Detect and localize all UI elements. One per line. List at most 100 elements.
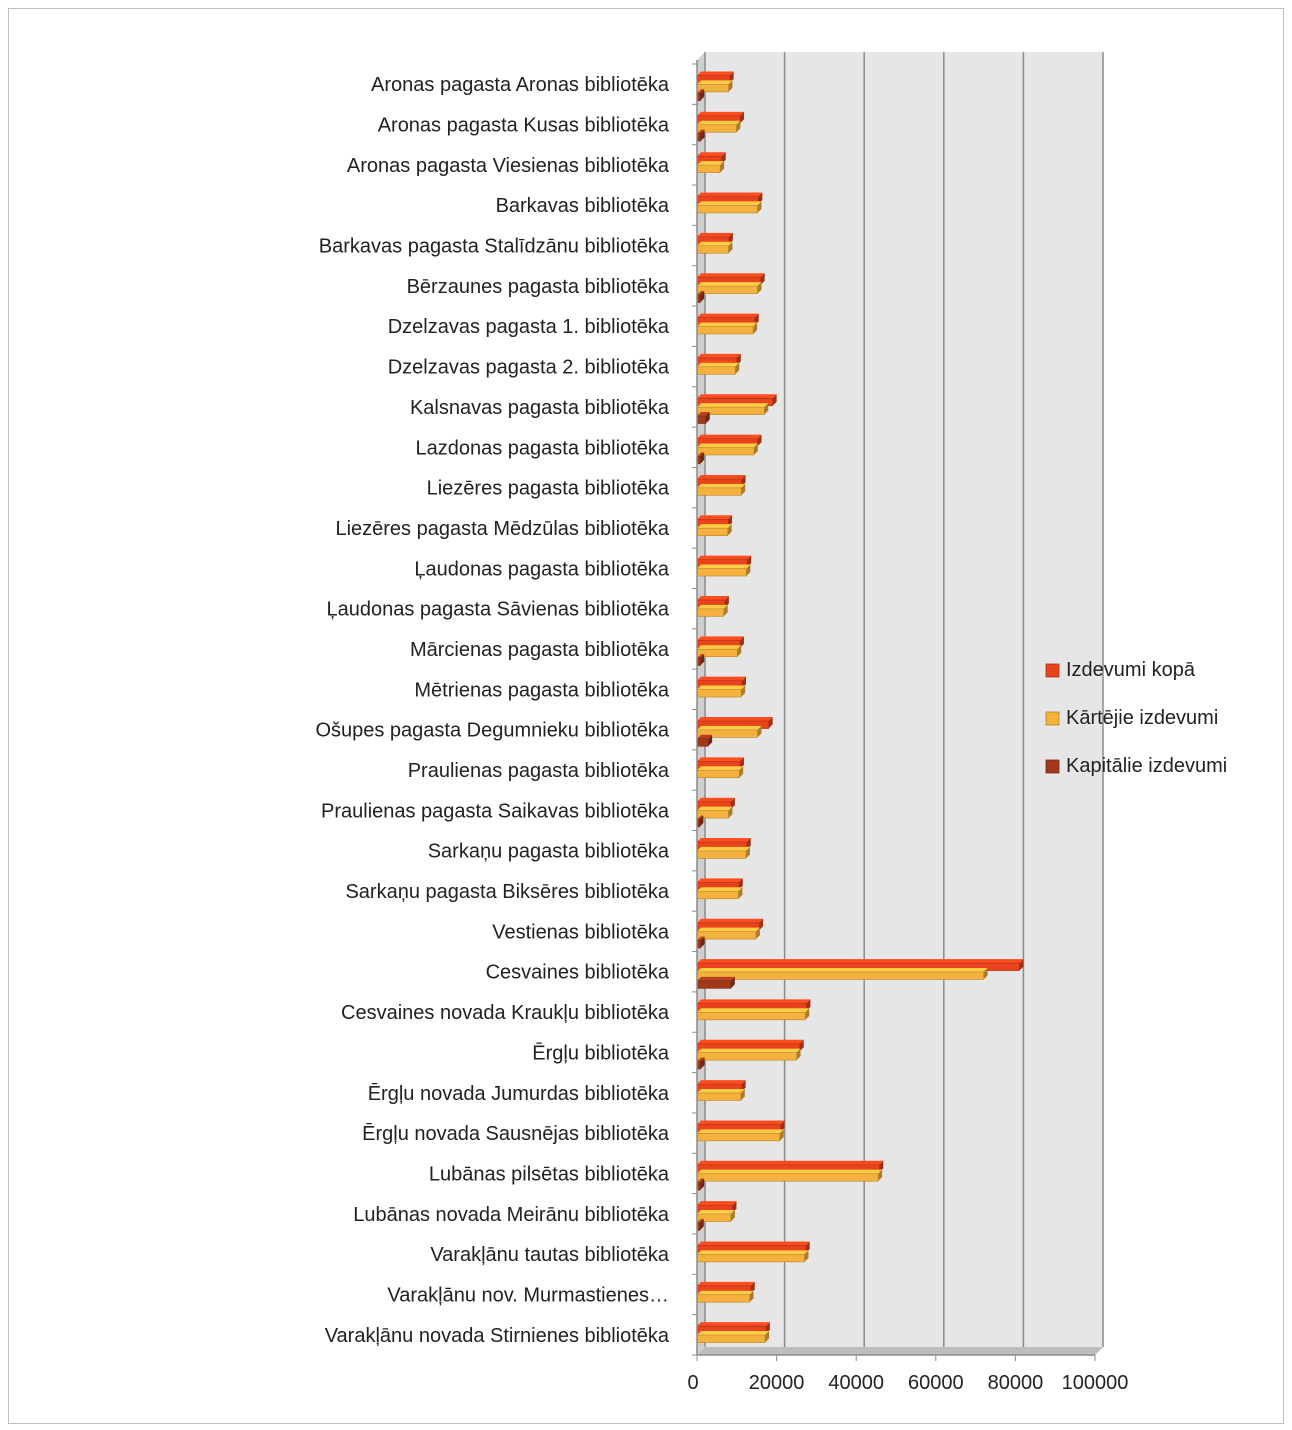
bar-top-face: [697, 483, 746, 488]
bar-top-face: [697, 1129, 784, 1134]
bar-end-face: [983, 967, 988, 980]
bar-front-face: [696, 1334, 766, 1343]
bar-top-face: [697, 1290, 754, 1295]
bar-front-face: [696, 1173, 879, 1182]
bar-end-face: [805, 1008, 810, 1020]
bar-end-face: [765, 1331, 770, 1343]
bar: [696, 322, 758, 335]
bar-top-face: [697, 936, 705, 941]
bar-top-face: [697, 1088, 745, 1093]
legend-label: Kapitālie izdevumi: [1066, 755, 1227, 777]
bar-top-face: [697, 887, 743, 892]
bar-top-face: [697, 766, 744, 771]
bar-front-face: [696, 931, 757, 940]
bar-end-face: [720, 161, 725, 173]
bar-top-face: [697, 717, 773, 722]
bar-front-face: [696, 1052, 797, 1061]
bar-end-face: [755, 927, 760, 940]
bar-end-face: [758, 192, 763, 205]
bar: [696, 474, 746, 487]
bar-front-face: [696, 1012, 806, 1021]
bar-top-face: [697, 322, 758, 327]
bar-front-face: [696, 527, 728, 536]
bar-end-face: [700, 129, 705, 142]
bar-end-face: [757, 725, 762, 738]
bar-front-face: [696, 164, 721, 173]
bar-top-face: [697, 1250, 809, 1255]
bar-end-face: [760, 273, 765, 285]
category-label: Mārcienas pagasta bibliotēka: [410, 639, 670, 661]
bar-end-face: [806, 999, 811, 1011]
bar-end-face: [700, 452, 705, 464]
category-label: Varakļānu nov. Murmastienes…: [387, 1284, 669, 1306]
bar-top-face: [697, 241, 733, 246]
bar-top-face: [697, 918, 764, 923]
legend-swatch: [1045, 711, 1060, 726]
bar-top-face: [697, 152, 726, 157]
bar-top-face: [697, 201, 762, 206]
bar-end-face: [730, 1210, 735, 1222]
category-label: Cesvaines bibliotēka: [486, 962, 670, 984]
bar: [696, 1218, 704, 1231]
x-tick-label: 20000: [749, 1372, 805, 1394]
bar-end-face: [741, 483, 746, 496]
bar: [696, 887, 743, 900]
bar-front-face: [696, 285, 758, 294]
bar-top-face: [697, 645, 742, 650]
category-label: Barkavas bibliotēka: [496, 195, 670, 217]
category-label: Ļaudonas pagasta Sāvienas bibliotēka: [327, 599, 670, 621]
bar-end-face: [736, 353, 741, 366]
bar: [696, 452, 705, 465]
bar-end-face: [745, 846, 750, 859]
bar-end-face: [750, 1281, 755, 1294]
category-label: Barkavas pagasta Stalīdzānu bibliotēka: [319, 236, 670, 258]
bar: [696, 1129, 784, 1142]
bar-end-face: [739, 636, 744, 648]
bar: [696, 967, 988, 980]
bar-end-face: [779, 1129, 784, 1141]
gridlines: [704, 52, 1104, 1347]
bar: [696, 564, 751, 577]
bar: [696, 443, 758, 456]
bar-top-face: [697, 394, 777, 399]
bar-end-face: [764, 403, 769, 415]
bar-top-face: [697, 412, 710, 417]
bar: [696, 725, 762, 738]
bar-end-face: [728, 232, 733, 245]
category-label: Lubānas pilsētas bibliotēka: [429, 1163, 670, 1185]
bar-end-face: [805, 1241, 810, 1253]
bar: [696, 1169, 883, 1182]
category-label: Dzelzavas pagasta 1. bibliotēka: [388, 316, 670, 338]
bar: [696, 927, 760, 940]
bar-end-face: [747, 555, 752, 568]
bar-top-face: [697, 1169, 883, 1174]
bar-top-face: [697, 595, 729, 600]
bar-front-face: [696, 487, 742, 496]
category-labels: Aronas pagasta Aronas bibliotēka Aronas p…: [315, 74, 669, 1347]
bar-end-face: [740, 1088, 745, 1101]
category-label: Praulienas pagasta bibliotēka: [408, 760, 670, 782]
category-label: Lazdonas pagasta bibliotēka: [415, 437, 669, 459]
bar: [696, 362, 740, 375]
bar-top-face: [697, 515, 733, 520]
bar-end-face: [741, 1080, 746, 1092]
category-label: Lubānas novada Meirānu bibliotēka: [353, 1204, 670, 1226]
bar-end-face: [699, 1218, 704, 1231]
bar-end-face: [759, 918, 764, 931]
bar-top-face: [697, 1057, 705, 1062]
bar-top-face: [697, 1322, 770, 1327]
bar-top-face: [697, 403, 769, 408]
bar-top-face: [697, 564, 751, 569]
bar-front-face: [696, 245, 729, 254]
bar: [696, 483, 746, 496]
bar-end-face: [700, 936, 705, 948]
bar-end-face: [728, 515, 733, 527]
bar-end-face: [753, 443, 758, 455]
bar: [696, 1250, 809, 1263]
category-label: Sarkaņu pagasta Biksēres bibliotēka: [345, 881, 669, 903]
bar-front-face: [696, 415, 707, 424]
bar-end-face: [739, 757, 744, 769]
bar-top-face: [697, 725, 762, 730]
bar-end-face: [780, 1120, 785, 1132]
bar: [696, 524, 732, 536]
